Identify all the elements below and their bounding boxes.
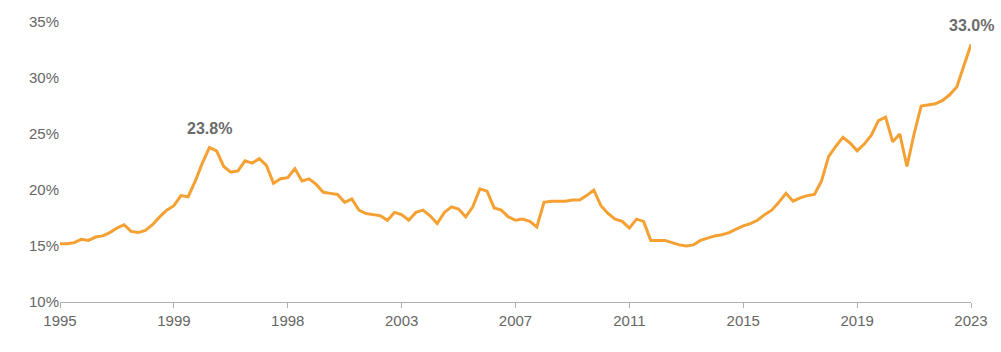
svg-text:1998: 1998 xyxy=(271,312,304,329)
svg-text:25%: 25% xyxy=(29,125,59,142)
svg-text:2011: 2011 xyxy=(613,312,645,329)
svg-text:2007: 2007 xyxy=(499,312,532,329)
svg-text:1995: 1995 xyxy=(43,312,76,329)
svg-text:2003: 2003 xyxy=(385,312,418,329)
svg-text:2023: 2023 xyxy=(954,312,987,329)
svg-text:15%: 15% xyxy=(29,237,59,254)
svg-text:23.8%: 23.8% xyxy=(187,120,232,137)
svg-text:2015: 2015 xyxy=(727,312,760,329)
svg-text:35%: 35% xyxy=(29,13,59,30)
svg-text:30%: 30% xyxy=(29,69,59,86)
svg-text:10%: 10% xyxy=(29,293,59,310)
svg-text:33.0%: 33.0% xyxy=(949,17,994,34)
svg-text:20%: 20% xyxy=(29,181,59,198)
svg-text:1999: 1999 xyxy=(157,312,190,329)
svg-text:2019: 2019 xyxy=(840,312,873,329)
